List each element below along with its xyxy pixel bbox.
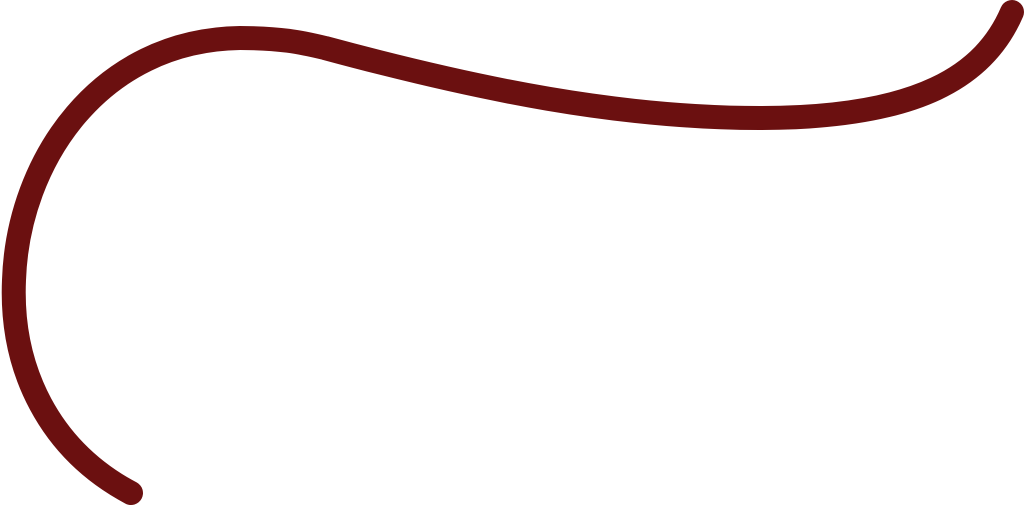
curved-stroke <box>1 0 1024 505</box>
curve-drawing <box>1 0 1024 505</box>
